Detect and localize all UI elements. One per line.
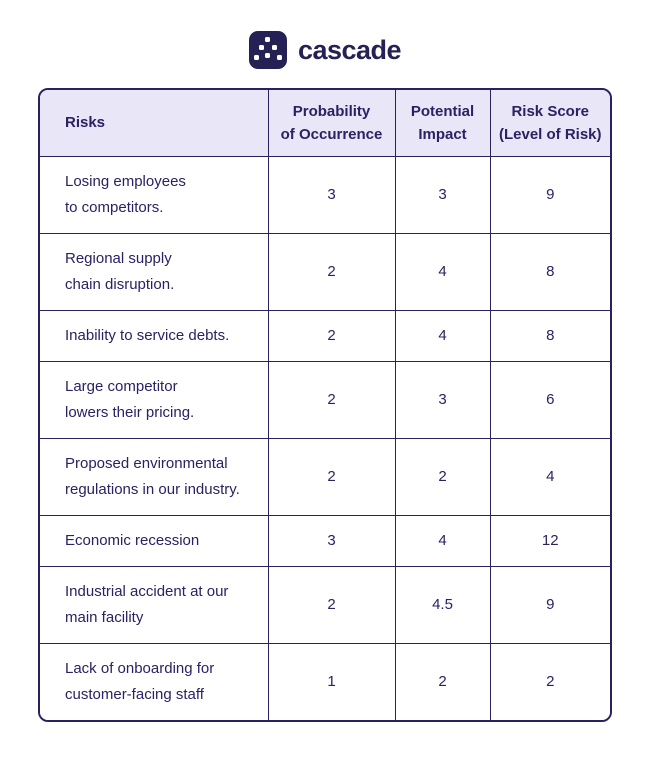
- impact-cell: 4: [395, 515, 491, 567]
- table-row: Economic recession 3 4 12: [40, 515, 610, 567]
- risk-score-cell: 12: [490, 515, 610, 567]
- column-header-probability: Probability of Occurrence: [268, 90, 396, 157]
- risk-name-cell: Large competitor lowers their pricing.: [40, 361, 269, 439]
- column-header-risk-score: Risk Score (Level of Risk): [490, 90, 610, 157]
- impact-cell: 2: [395, 643, 491, 720]
- column-header-risks: Risks: [40, 90, 269, 157]
- table-row: Large competitor lowers their pricing. 2…: [40, 361, 610, 439]
- risk-assessment-main: Risks Probability of Occurrence Potentia…: [0, 88, 650, 722]
- risk-assessment-table: Risks Probability of Occurrence Potentia…: [38, 88, 612, 722]
- impact-cell: 4: [395, 233, 491, 311]
- cascade-logo: cascade: [0, 0, 650, 69]
- risk-score-cell: 8: [490, 310, 610, 362]
- risk-score-cell: 9: [490, 566, 610, 644]
- table-row: Lack of onboarding for customer-facing s…: [40, 643, 610, 720]
- risk-name-cell: Inability to service debts.: [40, 310, 269, 362]
- logo-dot: [253, 54, 259, 60]
- probability-cell: 1: [268, 643, 396, 720]
- logo-dot: [276, 54, 282, 60]
- risk-score-cell: 6: [490, 361, 610, 439]
- table-row: Industrial accident at our main facility…: [40, 566, 610, 644]
- risk-name-cell: Losing employees to competitors.: [40, 156, 269, 234]
- risk-name-cell: Regional supply chain disruption.: [40, 233, 269, 311]
- logo-dot: [271, 45, 277, 50]
- impact-cell: 2: [395, 438, 491, 516]
- probability-cell: 2: [268, 566, 396, 644]
- risk-score-cell: 2: [546, 673, 555, 691]
- impact-cell: 3: [395, 156, 491, 234]
- logo-dot: [265, 52, 271, 58]
- probability-cell: 2: [268, 310, 396, 362]
- logo-dot: [265, 37, 271, 42]
- table-row: Regional supply chain disruption. 2 4 8: [40, 233, 610, 311]
- risk-score-cell: 9: [490, 156, 610, 234]
- cascade-logo-icon: [248, 31, 287, 69]
- probability-cell: 2: [268, 438, 396, 516]
- probability-cell: 2: [268, 361, 396, 439]
- table-header-row: Risks Probability of Occurrence Potentia…: [40, 90, 610, 157]
- probability-cell: 3: [268, 515, 396, 567]
- risk-score-cell: 8: [490, 233, 610, 311]
- risk-name-cell: Lack of onboarding for customer-facing s…: [40, 643, 269, 720]
- impact-cell: 4.5: [395, 566, 491, 644]
- risk-name-cell: Industrial accident at our main facility: [40, 566, 269, 644]
- risk-name-cell: Proposed environmental regulations in ou…: [40, 438, 269, 516]
- impact-cell: 4: [395, 310, 491, 362]
- impact-cell: 3: [395, 361, 491, 439]
- logo-dot: [258, 45, 264, 50]
- probability-cell: 3: [268, 156, 396, 234]
- table-row: Inability to service debts. 2 4 8: [40, 310, 610, 362]
- table-row: Proposed environmental regulations in ou…: [40, 438, 610, 516]
- risk-score-cell: 4: [490, 438, 610, 516]
- cascade-logo-text: cascade: [297, 35, 402, 65]
- column-header-impact: Potential Impact: [395, 90, 491, 157]
- probability-cell: 2: [268, 233, 396, 311]
- risk-name-cell: Economic recession: [40, 515, 269, 567]
- table-row: Losing employees to competitors. 3 3 9: [40, 156, 610, 234]
